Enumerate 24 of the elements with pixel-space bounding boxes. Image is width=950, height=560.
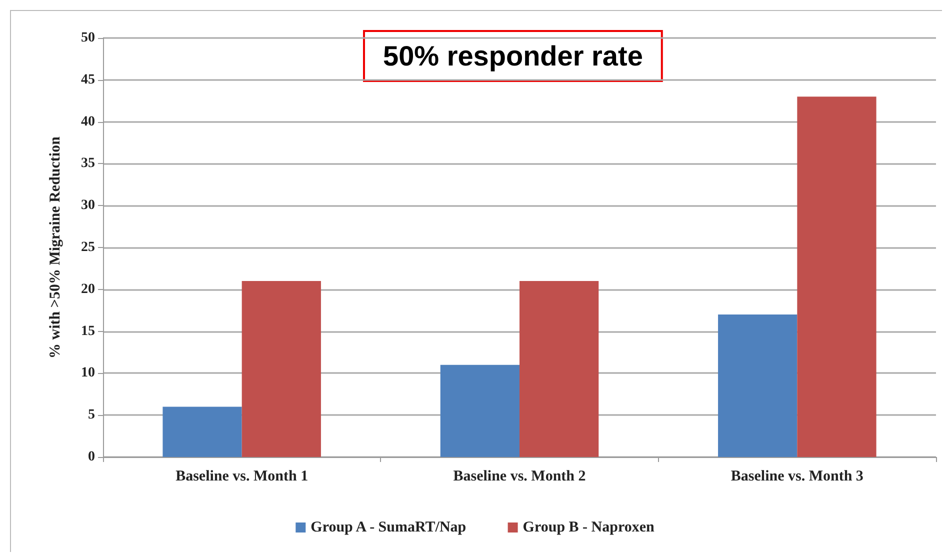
legend-label: Group B - Naproxen <box>522 520 656 536</box>
y-tick-label: 20 <box>81 282 95 297</box>
y-tick-label: 5 <box>88 408 95 423</box>
y-tick-label: 40 <box>81 114 95 130</box>
y-tick-label: 10 <box>81 366 95 381</box>
y-tick-label: 0 <box>88 450 95 464</box>
y-tick-label: 45 <box>81 72 95 88</box>
legend-label: Group A - SumaRT/Nap <box>310 520 466 536</box>
annotation: 50% responder rate <box>383 40 643 72</box>
bar <box>797 96 876 457</box>
y-tick-label: 25 <box>81 240 95 255</box>
y-tick-label: 30 <box>81 198 95 214</box>
y-tick-label: 50 <box>81 30 95 46</box>
x-tick-label: Baseline vs. Month 1 <box>176 468 308 484</box>
y-axis-title: % with >50% Migraine Reduction <box>48 136 64 358</box>
y-tick-label: 15 <box>81 324 95 339</box>
x-tick-label: Baseline vs. Month 3 <box>730 468 864 484</box>
bar <box>162 406 242 457</box>
y-tick-label: 35 <box>81 156 95 172</box>
bar <box>440 364 520 457</box>
bar <box>520 281 599 457</box>
x-tick-label: Baseline vs. Month 2 <box>453 468 586 484</box>
bar <box>718 314 798 457</box>
bar <box>242 281 321 457</box>
